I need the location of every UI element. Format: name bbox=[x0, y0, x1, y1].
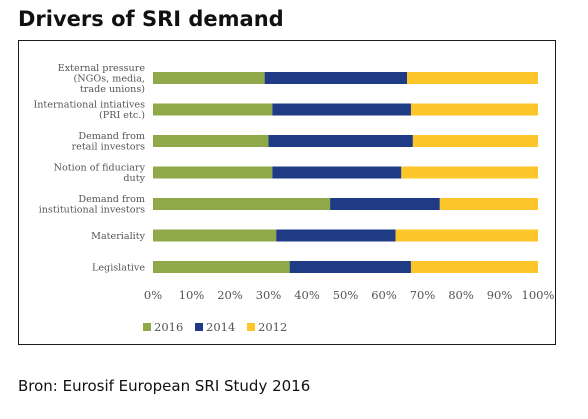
legend-label-2014: 2014 bbox=[206, 320, 235, 334]
bar-2012-row-5 bbox=[395, 229, 538, 242]
bar-2014-row-6 bbox=[289, 261, 411, 273]
bar-2014-row-3 bbox=[272, 166, 402, 179]
bar-2016-row-6 bbox=[153, 261, 290, 273]
category-label-0-line-2: trade unions) bbox=[80, 84, 145, 95]
bar-2012-row-2 bbox=[412, 135, 539, 147]
bar-2012-row-3 bbox=[401, 166, 538, 179]
x-tick-label-8: 80% bbox=[448, 288, 474, 302]
legend-swatch-2014 bbox=[195, 323, 203, 331]
bar-2016-row-4 bbox=[153, 198, 331, 210]
category-label-4-line-1: institutional investors bbox=[39, 205, 145, 216]
bar-2014-row-0 bbox=[264, 72, 408, 84]
category-label-1-line-0: International intiatives bbox=[33, 100, 145, 111]
legend-label-2016: 2016 bbox=[154, 320, 183, 334]
bar-2012-row-6 bbox=[410, 261, 538, 273]
bar-2012-row-4 bbox=[439, 198, 538, 210]
bar-2016-row-5 bbox=[153, 229, 277, 242]
x-tick-label-1: 10% bbox=[179, 288, 205, 302]
category-label-3-line-0: Notion of fiduciary bbox=[54, 163, 146, 174]
category-label-0-line-1: (NGOs, media, bbox=[74, 73, 145, 84]
x-tick-label-10: 100% bbox=[522, 288, 555, 302]
legend-swatch-2012 bbox=[247, 323, 255, 331]
category-label-4-line-0: Demand from bbox=[78, 194, 145, 205]
category-label-5-line-0: Materiality bbox=[91, 231, 145, 242]
category-label-6-line-0: Legislative bbox=[92, 262, 145, 273]
x-tick-label-6: 60% bbox=[371, 288, 397, 302]
bar-2016-row-2 bbox=[153, 135, 269, 147]
bar-2016-row-0 bbox=[153, 72, 265, 84]
x-tick-label-9: 90% bbox=[487, 288, 513, 302]
bar-2014-row-5 bbox=[276, 229, 396, 242]
bar-2014-row-2 bbox=[268, 135, 413, 147]
chart-frame: External pressure (NGOs, media, trade unio… bbox=[18, 40, 556, 345]
x-tick-label-0: 0% bbox=[144, 288, 162, 302]
stacked-bar-chart: External pressure(NGOs, media,trade unio… bbox=[33, 63, 555, 334]
category-label-2-line-1: retail investors bbox=[72, 142, 146, 153]
x-tick-label-3: 30% bbox=[256, 288, 282, 302]
category-label-3-line-1: duty bbox=[123, 173, 145, 184]
category-label-2-line-0: Demand from bbox=[78, 131, 145, 142]
bar-2012-row-1 bbox=[410, 103, 538, 116]
legend-swatch-2016 bbox=[143, 323, 151, 331]
chart-title: Drivers of SRI demand bbox=[18, 7, 284, 31]
bar-2012-row-0 bbox=[407, 72, 538, 84]
source-note: Bron: Eurosif European SRI Study 2016 bbox=[18, 377, 311, 395]
category-label-0-line-0: External pressure bbox=[58, 63, 146, 74]
bar-2016-row-3 bbox=[153, 166, 273, 179]
x-tick-label-5: 50% bbox=[333, 288, 359, 302]
legend-label-2012: 2012 bbox=[258, 320, 287, 334]
bar-2014-row-4 bbox=[330, 198, 440, 210]
x-tick-label-2: 20% bbox=[217, 288, 243, 302]
bar-2014-row-1 bbox=[272, 103, 411, 116]
category-label-1-line-1: (PRI etc.) bbox=[99, 110, 145, 121]
x-tick-label-4: 40% bbox=[294, 288, 320, 302]
bar-2016-row-1 bbox=[153, 103, 273, 116]
x-tick-label-7: 70% bbox=[410, 288, 436, 302]
